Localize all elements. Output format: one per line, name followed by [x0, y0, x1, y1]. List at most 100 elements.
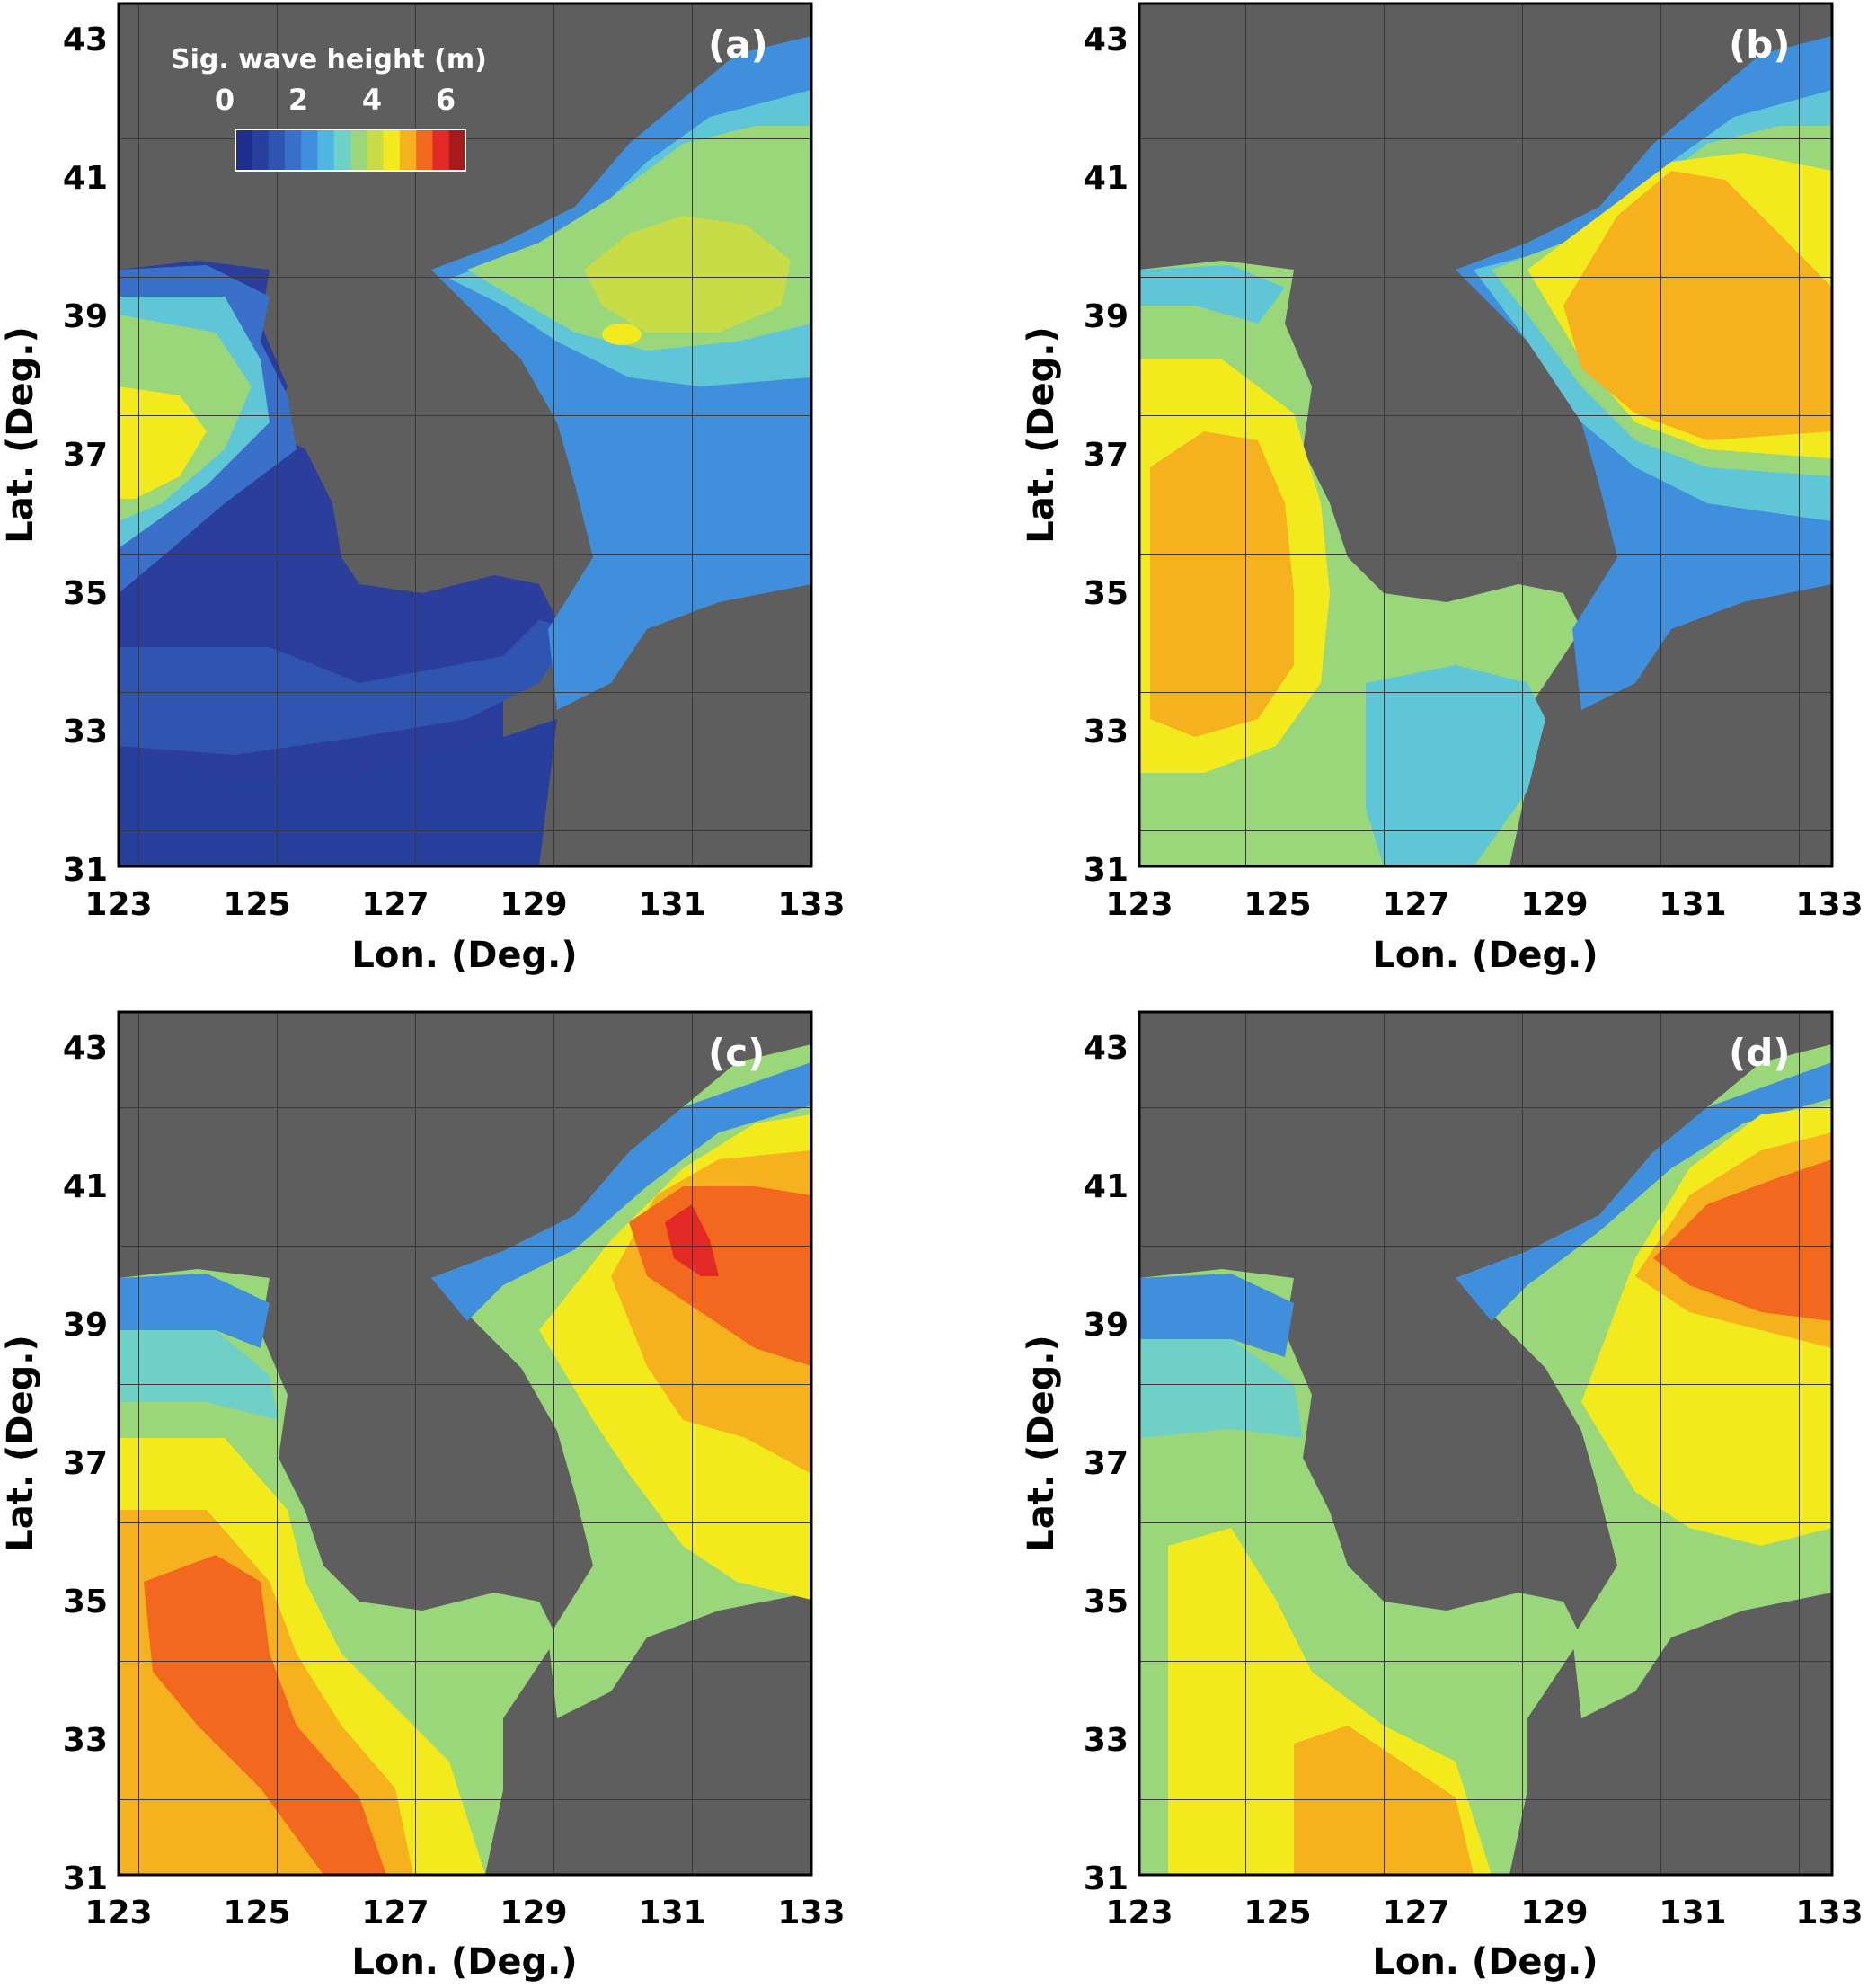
y-tick-label: 33: [63, 714, 108, 750]
y-axis-label: Lat. (Deg.): [0, 1335, 41, 1551]
x-tick-label: 127: [1382, 1895, 1449, 1931]
colorbar-swatch: [350, 129, 367, 171]
colorbar-tick: 4: [362, 83, 382, 117]
y-tick-label: 39: [1084, 1307, 1129, 1344]
y-ticks: 43 41 39 37 35 33 31: [1084, 1030, 1129, 1897]
x-tick-label: 129: [500, 1895, 567, 1931]
grid-lines: [119, 1012, 811, 1875]
colorbar-swatch: [367, 129, 385, 171]
y-tick-label: 39: [63, 298, 108, 335]
y-tick-label: 33: [63, 1722, 108, 1759]
colorbar-swatch: [301, 129, 318, 171]
x-tick-label: 133: [1795, 1895, 1863, 1931]
x-tick-label: 131: [638, 886, 705, 923]
colorbar-tick: 6: [436, 83, 456, 117]
x-axis-label: Lon. (Deg.): [1372, 935, 1598, 976]
x-axis-label: Lon. (Deg.): [1372, 1941, 1598, 1983]
x-ticks: 123 125 127 129 131 133: [1105, 1895, 1863, 1931]
panel-label: (d): [1729, 1031, 1790, 1075]
colorbar-frame: [235, 129, 466, 172]
y-axis-label: Lat. (Deg.): [1021, 1335, 1062, 1551]
y-tick-label: 31: [1084, 852, 1129, 889]
y-tick-label: 37: [63, 1445, 108, 1482]
x-ticks: 123 125 127 129 131 133: [1105, 886, 1863, 923]
panel-label: (b): [1729, 22, 1790, 67]
x-tick-label: 131: [1659, 886, 1726, 923]
x-tick-label: 125: [223, 1895, 290, 1931]
x-ticks: 123 125 127 129 131 133: [84, 1895, 845, 1931]
y-ticks: 43 41 39 37 35 33 31: [1084, 22, 1129, 889]
x-tick-label: 123: [1105, 886, 1173, 923]
panel-b: (b) 43 41 39 37 35 33 31 123 125 127 129…: [1021, 2, 1864, 976]
y-tick-label: 37: [63, 437, 108, 474]
colorbar-swatch: [268, 129, 286, 171]
grid-lines: [1139, 4, 1832, 866]
colorbar-tick: 0: [215, 83, 235, 117]
panel-c: (c) 43 41 39 37 35 33 31 123 125 127 129…: [0, 1010, 845, 1983]
x-tick-label: 125: [1244, 1895, 1311, 1931]
colorbar-swatch: [448, 129, 466, 171]
y-tick-label: 39: [1084, 298, 1129, 335]
y-tick-label: 35: [1084, 575, 1129, 612]
axes-frame: [1138, 2, 1834, 868]
x-tick-label: 123: [84, 886, 152, 923]
y-tick-label: 35: [63, 575, 108, 612]
x-tick-label: 133: [777, 886, 845, 923]
colorbar-swatch: [317, 129, 335, 171]
panel-a: Sig. wave height (m) 0 2 4 6 (a) 43 41 3…: [0, 2, 845, 976]
colorbar: Sig. wave height (m) 0 2 4 6: [171, 44, 487, 172]
y-axis-label: Lat. (Deg.): [1021, 326, 1062, 543]
x-tick-label: 133: [777, 1895, 845, 1931]
x-tick-label: 127: [1382, 886, 1449, 923]
grid-lines: [1139, 1012, 1832, 1875]
colorbar-tick: 2: [288, 83, 308, 117]
panel-label: (a): [708, 22, 768, 67]
x-ticks: 123 125 127 129 131 133: [84, 886, 845, 923]
colorbar-swatch: [432, 129, 450, 171]
y-tick-label: 43: [1084, 1030, 1129, 1067]
colorbar-swatch: [333, 129, 351, 171]
axes-frame: [117, 2, 813, 868]
y-tick-label: 41: [63, 1168, 108, 1205]
colorbar-title: Sig. wave height (m): [171, 44, 487, 75]
y-tick-label: 33: [1084, 1722, 1129, 1759]
x-tick-label: 129: [1520, 886, 1588, 923]
y-tick-label: 33: [1084, 714, 1129, 750]
x-tick-label: 129: [500, 886, 567, 923]
y-axis-label: Lat. (Deg.): [0, 326, 41, 543]
colorbar-swatch: [284, 129, 302, 171]
y-tick-label: 35: [1084, 1584, 1129, 1620]
colorbar-swatch: [399, 129, 417, 171]
x-tick-label: 131: [638, 1895, 705, 1931]
colorbar-swatch: [416, 129, 433, 171]
panel-d: (d) 43 41 39 37 35 33 31 123 125 127 129…: [1021, 1010, 1864, 1983]
axes-frame: [1138, 1010, 1834, 1877]
panel-b-map: [1139, 4, 1832, 866]
x-tick-label: 127: [361, 886, 429, 923]
panel-c-map: [119, 1012, 811, 1875]
y-tick-label: 41: [1084, 1168, 1129, 1205]
y-tick-label: 43: [63, 22, 108, 58]
colorbar-swatch: [252, 129, 270, 171]
y-ticks: 43 41 39 37 35 33 31: [63, 1030, 108, 1897]
colorbar-swatch: [383, 129, 401, 171]
x-tick-label: 127: [361, 1895, 429, 1931]
x-tick-label: 131: [1659, 1895, 1726, 1931]
y-tick-label: 39: [63, 1307, 108, 1344]
y-tick-label: 37: [1084, 1445, 1129, 1482]
x-tick-label: 129: [1520, 1895, 1588, 1931]
y-tick-label: 43: [63, 1030, 108, 1067]
y-tick-label: 41: [63, 160, 108, 197]
y-tick-label: 31: [63, 852, 108, 889]
y-tick-label: 41: [1084, 160, 1129, 197]
x-axis-label: Lon. (Deg.): [351, 935, 577, 976]
x-tick-label: 123: [1105, 1895, 1173, 1931]
x-tick-label: 123: [84, 1895, 152, 1931]
y-tick-label: 37: [1084, 437, 1129, 474]
panel-label: (c): [708, 1031, 765, 1075]
x-tick-label: 133: [1795, 886, 1863, 923]
axes-frame: [117, 1010, 813, 1877]
x-tick-label: 125: [223, 886, 290, 923]
y-tick-label: 35: [63, 1584, 108, 1620]
